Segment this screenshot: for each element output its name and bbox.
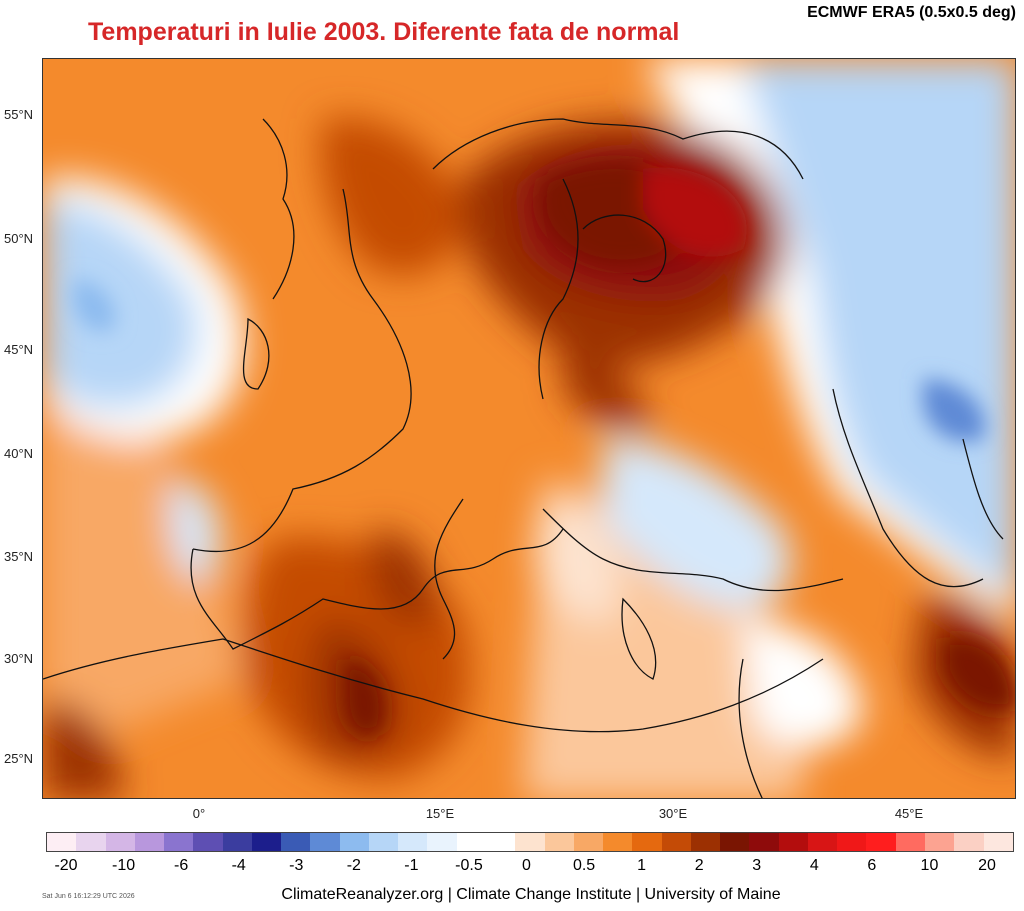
color-swatch [76, 833, 106, 851]
color-scale-label: -6 [174, 857, 189, 874]
lat-label: 40°N [4, 446, 34, 461]
color-swatch [603, 833, 633, 851]
color-scale-bar [46, 832, 1014, 852]
color-swatch [573, 833, 604, 851]
lon-label: 15°E [425, 806, 455, 821]
color-scale-label: 1 [637, 857, 647, 874]
coastlines [43, 118, 1004, 798]
color-swatch [134, 833, 165, 851]
lon-label: 0° [192, 806, 206, 821]
lat-label: 55°N [4, 107, 34, 122]
color-swatch [690, 833, 721, 851]
color-scale-label: 20 [978, 857, 996, 874]
color-scale-label: 0.5 [572, 857, 596, 874]
color-swatch [954, 833, 984, 851]
color-scale-label: -4 [231, 857, 246, 874]
color-swatch [47, 833, 77, 851]
color-swatch [632, 833, 662, 851]
lon-label: 45°E [894, 806, 924, 821]
color-swatch [251, 833, 282, 851]
anomaly-peaks [73, 162, 1015, 738]
map-title: Temperaturi in Iulie 2003. Diferente fat… [88, 18, 680, 46]
color-swatch [924, 833, 955, 851]
color-swatch [398, 833, 428, 851]
color-swatch [193, 833, 223, 851]
lat-label: 30°N [4, 651, 34, 666]
color-swatch [368, 833, 399, 851]
color-swatch [983, 833, 1013, 851]
color-scale-label: -10 [112, 857, 136, 874]
color-scale-label: -3 [289, 857, 304, 874]
color-scale-label: 6 [867, 857, 877, 874]
color-swatch [778, 833, 808, 851]
lat-label: 50°N [4, 231, 34, 246]
color-swatch [485, 833, 516, 851]
color-swatch [339, 833, 369, 851]
color-swatch [544, 833, 574, 851]
lon-label: 30°E [658, 806, 688, 821]
color-scale-label: -0.5 [455, 857, 483, 874]
color-swatch [456, 833, 486, 851]
render-timestamp: Sat Jun 6 16:12:29 UTC 2026 [42, 893, 135, 900]
data-source-label: ECMWF ERA5 (0.5x0.5 deg) [807, 4, 1016, 21]
map-panel [42, 58, 1016, 799]
lat-label: 35°N [4, 549, 34, 564]
color-swatch [427, 833, 457, 851]
color-swatch [164, 833, 194, 851]
color-scale-label: -1 [404, 857, 419, 874]
color-scale-label: 4 [809, 857, 819, 874]
color-swatch [866, 833, 896, 851]
color-scale-label: 3 [752, 857, 762, 874]
lat-label: 45°N [4, 342, 34, 357]
color-scale-label: 10 [920, 857, 939, 874]
lat-label: 25°N [4, 751, 34, 766]
color-swatch [310, 833, 340, 851]
color-swatch [515, 833, 545, 851]
color-swatch [661, 833, 691, 851]
color-swatch [105, 833, 135, 851]
color-swatch [895, 833, 925, 851]
color-scale-label: 2 [694, 857, 704, 874]
color-swatch [281, 833, 311, 851]
color-scale-label: 0 [522, 857, 531, 874]
color-swatch [749, 833, 779, 851]
color-swatch [720, 833, 750, 851]
color-swatch [837, 833, 867, 851]
footer-credit: ClimateReanalyzer.org | Climate Change I… [281, 886, 781, 903]
anomaly-map [43, 59, 1015, 798]
color-scale-label: -20 [54, 857, 78, 874]
color-swatch [222, 833, 252, 851]
color-scale-label: -2 [346, 857, 361, 874]
color-swatch [807, 833, 838, 851]
